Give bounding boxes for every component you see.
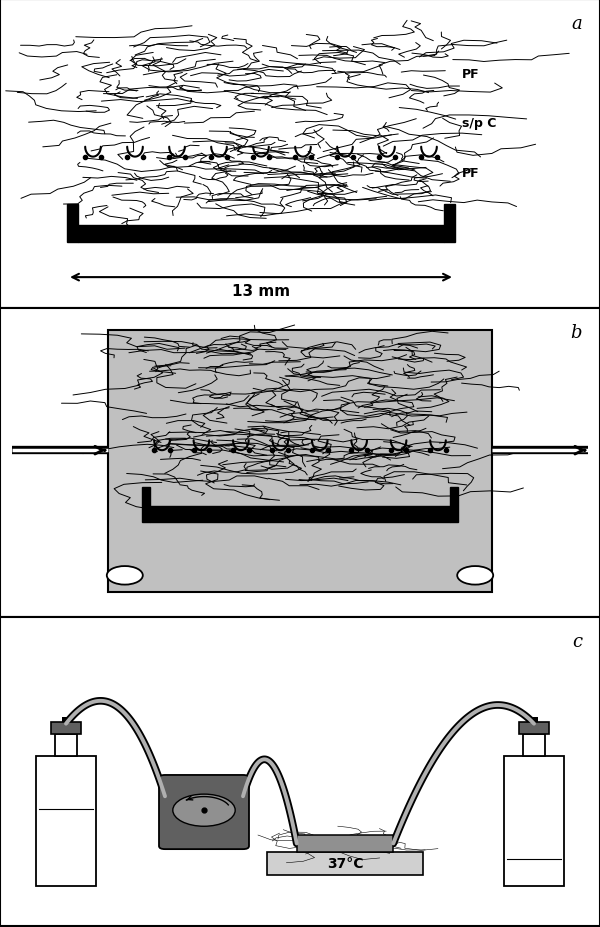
Bar [67, 205, 78, 242]
Bar [444, 205, 455, 242]
Text: PF: PF [462, 68, 479, 81]
Bar [523, 735, 545, 756]
Text: 13 mm: 13 mm [232, 284, 290, 299]
Text: 37°C: 37°C [327, 857, 363, 870]
Circle shape [107, 566, 143, 585]
Bar [142, 487, 150, 522]
Bar [55, 735, 77, 756]
Text: s/p C: s/p C [462, 117, 496, 130]
Bar [39, 809, 93, 884]
Bar [519, 722, 549, 735]
Bar [530, 717, 538, 722]
Text: b: b [571, 324, 582, 342]
Bar [267, 852, 423, 875]
Text: c: c [572, 633, 582, 651]
Bar [51, 722, 81, 735]
Bar [150, 506, 450, 522]
Bar [450, 487, 458, 522]
Bar [504, 756, 564, 886]
Bar [36, 756, 96, 886]
Text: PF: PF [462, 166, 479, 179]
Circle shape [173, 794, 235, 826]
Bar [108, 330, 492, 592]
Bar [507, 858, 561, 884]
Circle shape [457, 566, 493, 585]
Bar [78, 225, 444, 242]
Bar [296, 835, 394, 852]
Text: a: a [571, 16, 582, 33]
Bar [62, 717, 70, 722]
FancyBboxPatch shape [159, 775, 249, 849]
